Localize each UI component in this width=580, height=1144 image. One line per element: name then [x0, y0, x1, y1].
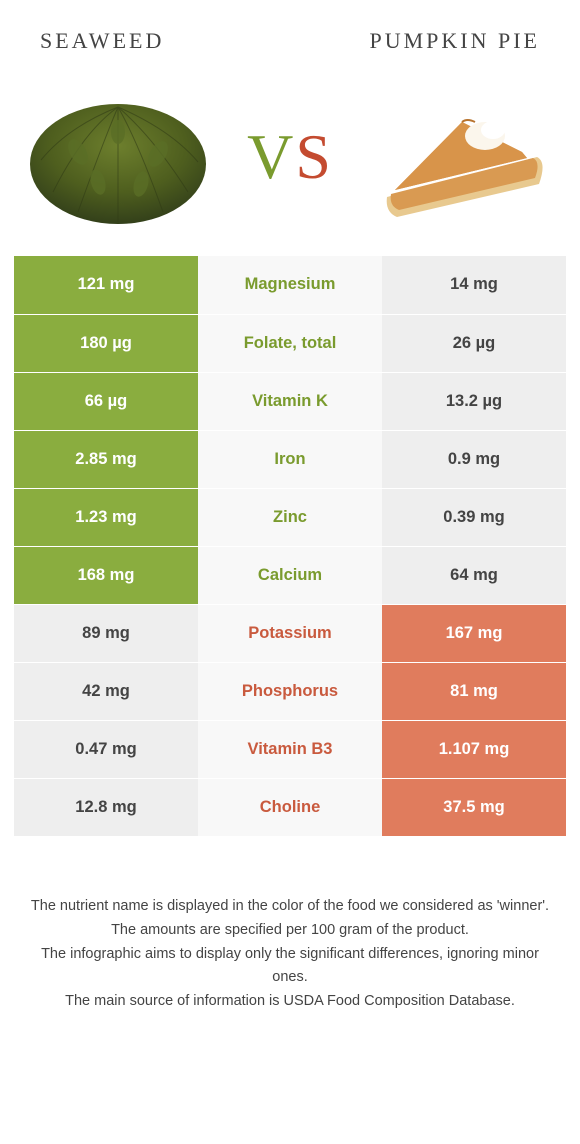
nutrient-value-left: 66 µg: [14, 372, 198, 430]
hero-row: VS: [0, 64, 580, 256]
nutrient-value-left: 168 mg: [14, 546, 198, 604]
nutrient-value-left: 0.47 mg: [14, 720, 198, 778]
nutrient-value-right: 26 µg: [382, 314, 566, 372]
nutrient-value-left: 89 mg: [14, 604, 198, 662]
nutrient-value-left: 2.85 mg: [14, 430, 198, 488]
nutrient-value-left: 180 µg: [14, 314, 198, 372]
nutrient-row: 168 mgCalcium64 mg: [14, 546, 566, 604]
nutrient-label: Magnesium: [198, 256, 382, 314]
nutrient-label: Vitamin B3: [198, 720, 382, 778]
nutrient-label: Vitamin K: [198, 372, 382, 430]
nutrient-value-left: 12.8 mg: [14, 778, 198, 836]
nutrient-value-right: 0.9 mg: [382, 430, 566, 488]
nutrient-value-left: 42 mg: [14, 662, 198, 720]
footer-notes: The nutrient name is displayed in the co…: [0, 837, 580, 1013]
nutrient-row: 2.85 mgIron0.9 mg: [14, 430, 566, 488]
vs-v: V: [247, 120, 295, 194]
infographic-container: SEAWEED PUMPKIN PIE: [0, 0, 580, 1013]
seaweed-image: [18, 82, 218, 232]
nutrient-label: Phosphorus: [198, 662, 382, 720]
nutrient-label: Zinc: [198, 488, 382, 546]
nutrient-value-left: 121 mg: [14, 256, 198, 314]
nutrient-value-right: 64 mg: [382, 546, 566, 604]
nutrient-value-right: 1.107 mg: [382, 720, 566, 778]
nutrient-value-right: 0.39 mg: [382, 488, 566, 546]
nutrient-value-right: 14 mg: [382, 256, 566, 314]
vs-label: VS: [247, 120, 333, 194]
note-line: The infographic aims to display only the…: [26, 943, 554, 988]
note-line: The main source of information is USDA F…: [26, 990, 554, 1012]
nutrient-value-right: 167 mg: [382, 604, 566, 662]
pumpkin-pie-image: [362, 82, 562, 232]
note-line: The amounts are specified per 100 gram o…: [26, 919, 554, 941]
nutrient-row: 1.23 mgZinc0.39 mg: [14, 488, 566, 546]
nutrient-row: 66 µgVitamin K13.2 µg: [14, 372, 566, 430]
food-title-left: SEAWEED: [40, 28, 164, 54]
nutrient-table: 121 mgMagnesium14 mg180 µgFolate, total2…: [14, 256, 566, 837]
nutrient-row: 121 mgMagnesium14 mg: [14, 256, 566, 314]
nutrient-label: Folate, total: [198, 314, 382, 372]
nutrient-label: Calcium: [198, 546, 382, 604]
nutrient-value-left: 1.23 mg: [14, 488, 198, 546]
title-row: SEAWEED PUMPKIN PIE: [0, 0, 580, 64]
nutrient-value-right: 37.5 mg: [382, 778, 566, 836]
nutrient-value-right: 13.2 µg: [382, 372, 566, 430]
nutrient-label: Choline: [198, 778, 382, 836]
food-title-right: PUMPKIN PIE: [369, 28, 540, 54]
vs-s: S: [295, 120, 333, 194]
note-line: The nutrient name is displayed in the co…: [26, 895, 554, 917]
nutrient-label: Potassium: [198, 604, 382, 662]
nutrient-value-right: 81 mg: [382, 662, 566, 720]
nutrient-row: 42 mgPhosphorus81 mg: [14, 662, 566, 720]
nutrient-label: Iron: [198, 430, 382, 488]
nutrient-row: 180 µgFolate, total26 µg: [14, 314, 566, 372]
nutrient-row: 89 mgPotassium167 mg: [14, 604, 566, 662]
nutrient-row: 12.8 mgCholine37.5 mg: [14, 778, 566, 836]
nutrient-row: 0.47 mgVitamin B31.107 mg: [14, 720, 566, 778]
